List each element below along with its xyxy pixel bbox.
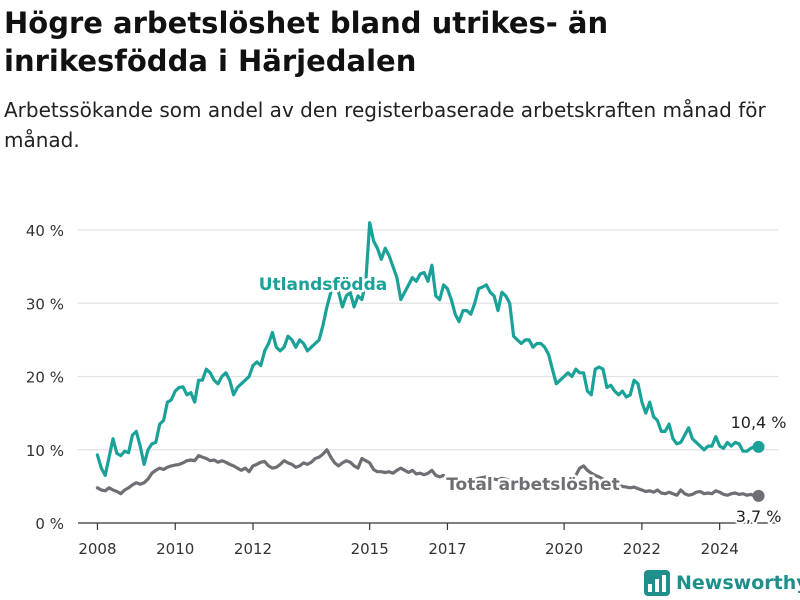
x-tick-label: 2015 [351,540,389,558]
x-tick-label: 2024 [701,540,739,558]
y-axis: 0 % 10 % 20 % 30 % 40 % [26,222,64,533]
series-label-utlandsfodda: Utlandsfödda [259,275,388,295]
x-axis: 2008 2010 2012 2015 2017 2020 2022 2024 [78,522,778,558]
y-tick-label: 40 % [26,222,64,240]
series-line-utlandsfodda [95,221,761,477]
x-tick-label: 2022 [623,540,661,558]
y-tick-label: 20 % [26,369,64,387]
series-end-marker-total [752,489,765,502]
series-label-total: Total arbetslöshet [446,475,620,495]
end-value-total: 3,7 % [736,507,782,526]
series-labels: Utlandsfödda Total arbetslöshet 10,4 % 3,7 … [256,273,788,528]
grid-lines [78,229,778,451]
brand-name: Newsworthy [676,572,800,594]
chart-title: Högre arbetslöshet bland utrikes- än inr… [4,6,609,78]
x-tick-label: 2008 [78,540,116,558]
series-end-marker-utlandsfodda [752,440,765,453]
chart-subtitle: Arbetssökande som andel av den registerb… [4,98,766,152]
x-tick-label: 2012 [234,540,272,558]
y-tick-label: 30 % [26,295,64,313]
x-tick-label: 2017 [428,540,466,558]
y-tick-label: 10 % [26,442,64,460]
y-tick-label: 0 % [35,515,64,533]
x-tick-label: 2010 [156,540,194,558]
newsworthy-logo-icon [644,570,670,596]
series-lines [95,221,765,502]
end-value-utlandsfodda: 10,4 % [731,413,787,432]
series-line-total [95,448,761,498]
brand-logo: Newsworthy [644,568,800,598]
x-tick-label: 2020 [545,540,583,558]
